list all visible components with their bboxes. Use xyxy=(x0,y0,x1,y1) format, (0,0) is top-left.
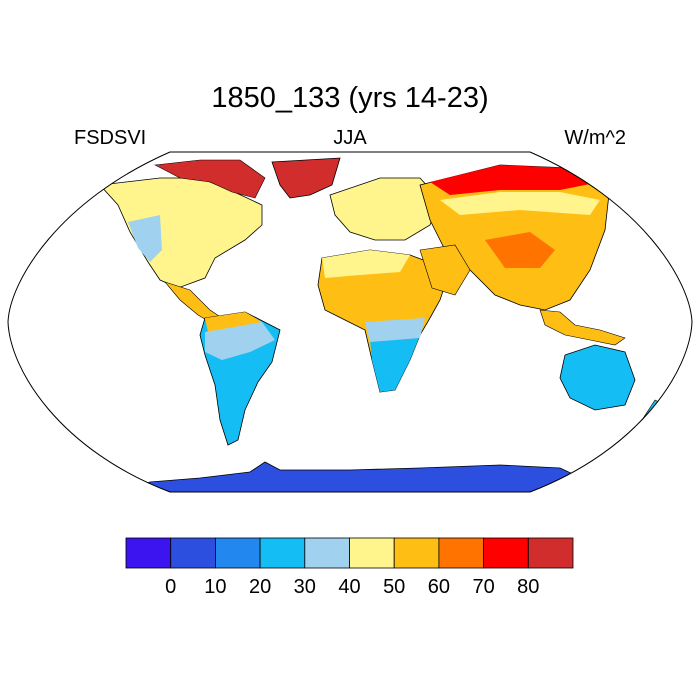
colorbar-swatch xyxy=(393,537,440,569)
siberia-north-region xyxy=(430,165,600,195)
colorbar-tick-label: 10 xyxy=(204,576,227,598)
colorbar-swatch xyxy=(170,537,216,569)
colorbar-swatch xyxy=(349,537,395,569)
colorbar-tick-label: 20 xyxy=(248,576,272,598)
colorbar-tick-label: 40 xyxy=(338,576,361,598)
colorbar-tick-label: 70 xyxy=(472,576,495,598)
north-america-blue-band xyxy=(128,215,162,262)
colorbar-tick-label: 80 xyxy=(517,576,540,598)
season-label: JJA xyxy=(333,127,367,149)
middle-east-region xyxy=(419,244,471,296)
colorbar-swatch xyxy=(125,537,172,569)
europe-region xyxy=(329,177,441,241)
south-america-north-band xyxy=(205,312,262,332)
colorbar-tick-label: 0 xyxy=(165,576,177,598)
colorbar-swatch xyxy=(304,537,350,569)
variable-label: FSDSVI xyxy=(74,127,147,149)
south-america-light-band xyxy=(205,322,275,360)
colorbar-swatch xyxy=(438,537,484,569)
southeast-asia-region xyxy=(539,309,626,346)
siberia-mid-band xyxy=(440,192,600,215)
colorbar-tick-label: 30 xyxy=(293,576,316,598)
canada-arctic-region xyxy=(153,159,266,199)
colorbar-swatch xyxy=(527,537,574,569)
australia-region xyxy=(559,344,636,411)
tibet-region xyxy=(485,232,555,268)
colorbar-swatch xyxy=(483,537,529,569)
greenland-region xyxy=(271,157,341,199)
map-title: 1850_133 (yrs 14-23) xyxy=(211,82,489,114)
africa-equator-band xyxy=(365,318,425,342)
map-boundary xyxy=(7,151,693,493)
colorbar-swatch xyxy=(259,537,306,569)
colorbar-swatch xyxy=(214,537,261,569)
colorbar-tick-label: 60 xyxy=(427,576,451,598)
africa-south-region xyxy=(370,335,420,392)
units-label: W/m^2 xyxy=(564,127,626,149)
africa-north-light-band xyxy=(322,250,410,278)
colorbar-tick-label: 50 xyxy=(383,576,406,598)
